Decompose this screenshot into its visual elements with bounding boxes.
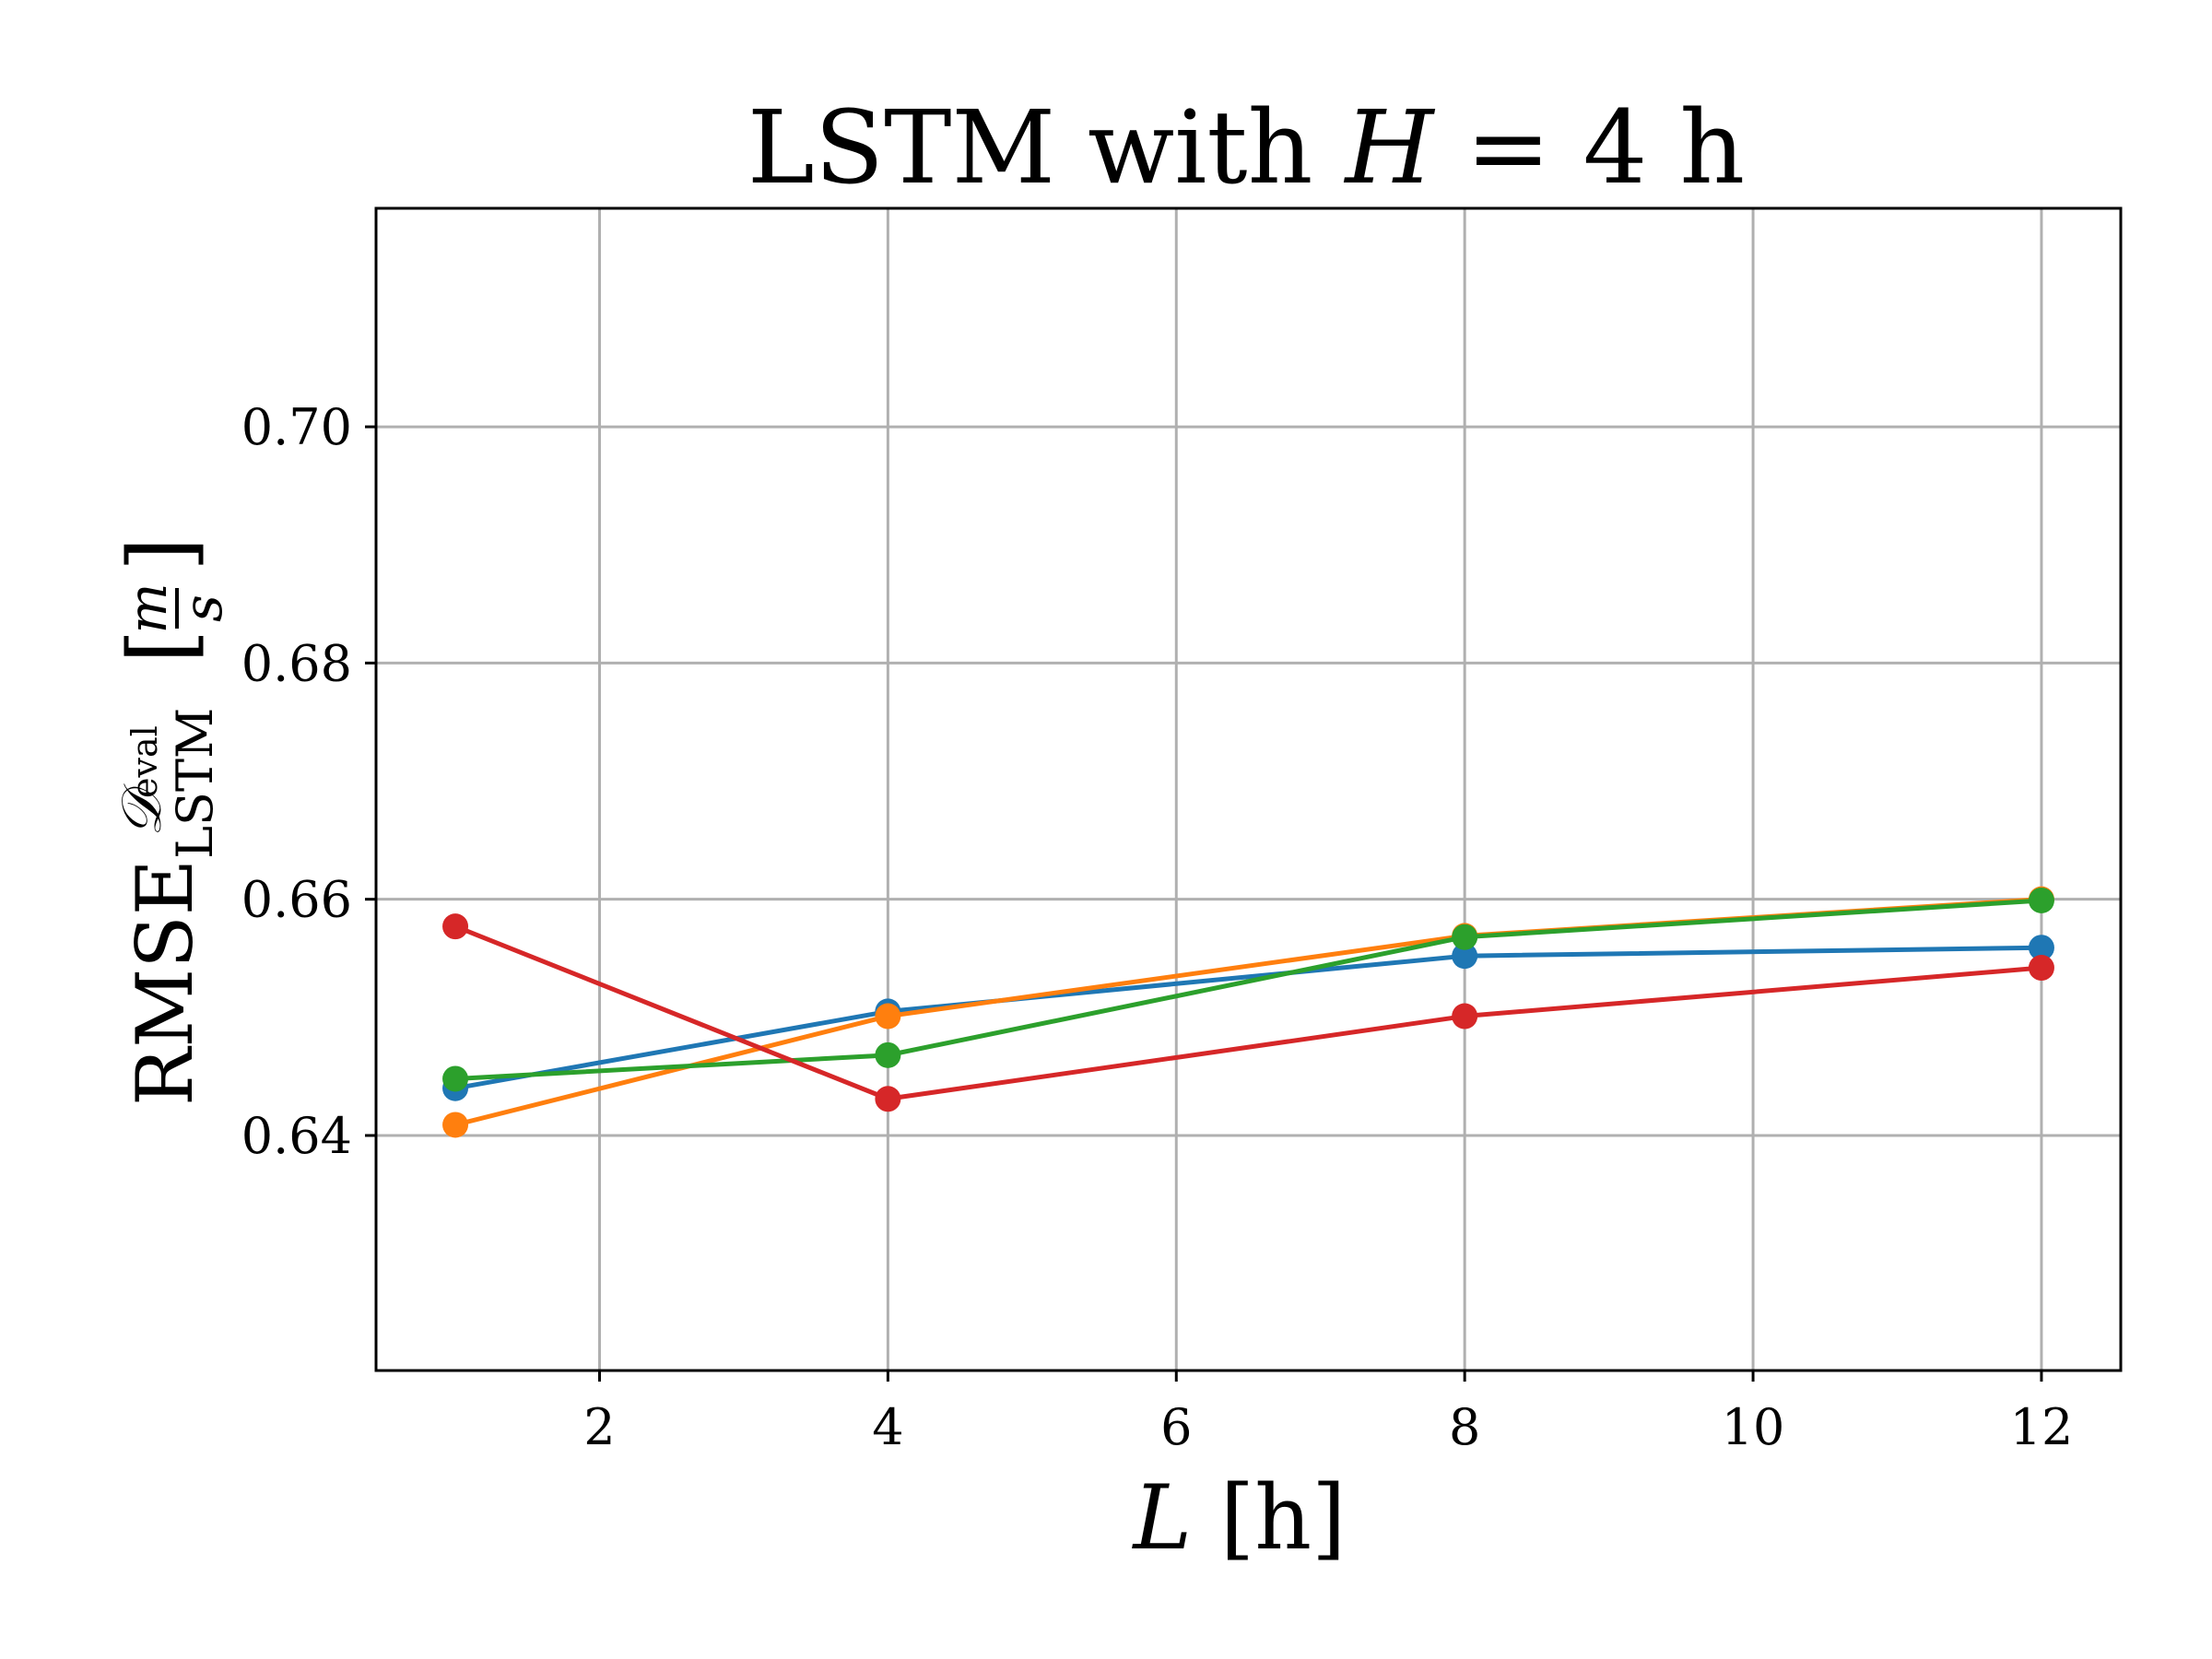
title-variable: H — [1343, 88, 1435, 206]
series-line — [454, 945, 2041, 1091]
y-axis-unit-denominator: s — [171, 594, 234, 622]
y-axis-unit-close-bracket: ] — [110, 537, 213, 571]
y-axis-superscript-sub: eval — [124, 725, 165, 798]
y-tick-label: 0.70 — [241, 398, 352, 456]
data-point — [875, 1003, 901, 1030]
data-point — [2028, 887, 2054, 913]
data-point — [2028, 955, 2054, 982]
data-point — [875, 1086, 901, 1112]
plot-frame — [374, 206, 2123, 1372]
series-group — [442, 886, 2054, 1138]
series-2 — [442, 886, 2054, 1138]
y-tick-label: 0.68 — [241, 634, 352, 692]
x-tick-label: 2 — [583, 1398, 615, 1456]
series-4 — [442, 913, 2054, 1112]
x-tick-label: 12 — [2010, 1398, 2074, 1456]
data-point — [2028, 935, 2054, 961]
data-point — [442, 1065, 469, 1092]
data-point — [1452, 924, 1478, 950]
series-line — [454, 897, 2042, 1127]
y-tick-label: 0.64 — [241, 1107, 352, 1165]
x-axis-label: L [h] — [1132, 1466, 1347, 1570]
svg-text:RMSELSTM: RMSELSTM — [120, 708, 224, 1106]
title-prefix: LSTM with — [747, 88, 1346, 206]
y-axis-label: RMSELSTM 𝒟 eval [ m s ] — [110, 537, 234, 1106]
y-axis-base: RMSE — [120, 859, 210, 1106]
series-line — [454, 924, 2042, 1101]
y-tick-label: 0.66 — [241, 871, 352, 929]
axis-ticks: 2 4 6 8 10 12 0.64 0.66 0.68 0.70 — [241, 398, 2074, 1456]
data-point — [442, 913, 469, 940]
y-axis-unit-numerator: m — [116, 583, 179, 634]
series-3 — [442, 887, 2054, 1092]
x-tick-label: 6 — [1160, 1398, 1192, 1456]
y-axis-subscript: LSTM — [166, 708, 224, 859]
y-axis-unit-open-bracket: [ — [110, 629, 213, 664]
chart-title: LSTM with H = 4 h — [747, 88, 1746, 206]
x-tick-label: 10 — [1722, 1398, 1785, 1456]
data-point — [442, 1112, 469, 1138]
data-point — [875, 1041, 901, 1068]
title-suffix: = 4 h — [1433, 88, 1745, 206]
grid — [376, 208, 2121, 1371]
series-line — [454, 898, 2042, 1081]
data-point — [1452, 943, 1478, 970]
x-tick-label: 8 — [1449, 1398, 1480, 1456]
x-tick-label: 4 — [872, 1398, 903, 1456]
x-axis-variable: L — [1132, 1466, 1193, 1570]
x-axis-unit: [h] — [1192, 1466, 1346, 1570]
data-point — [1452, 1003, 1478, 1030]
